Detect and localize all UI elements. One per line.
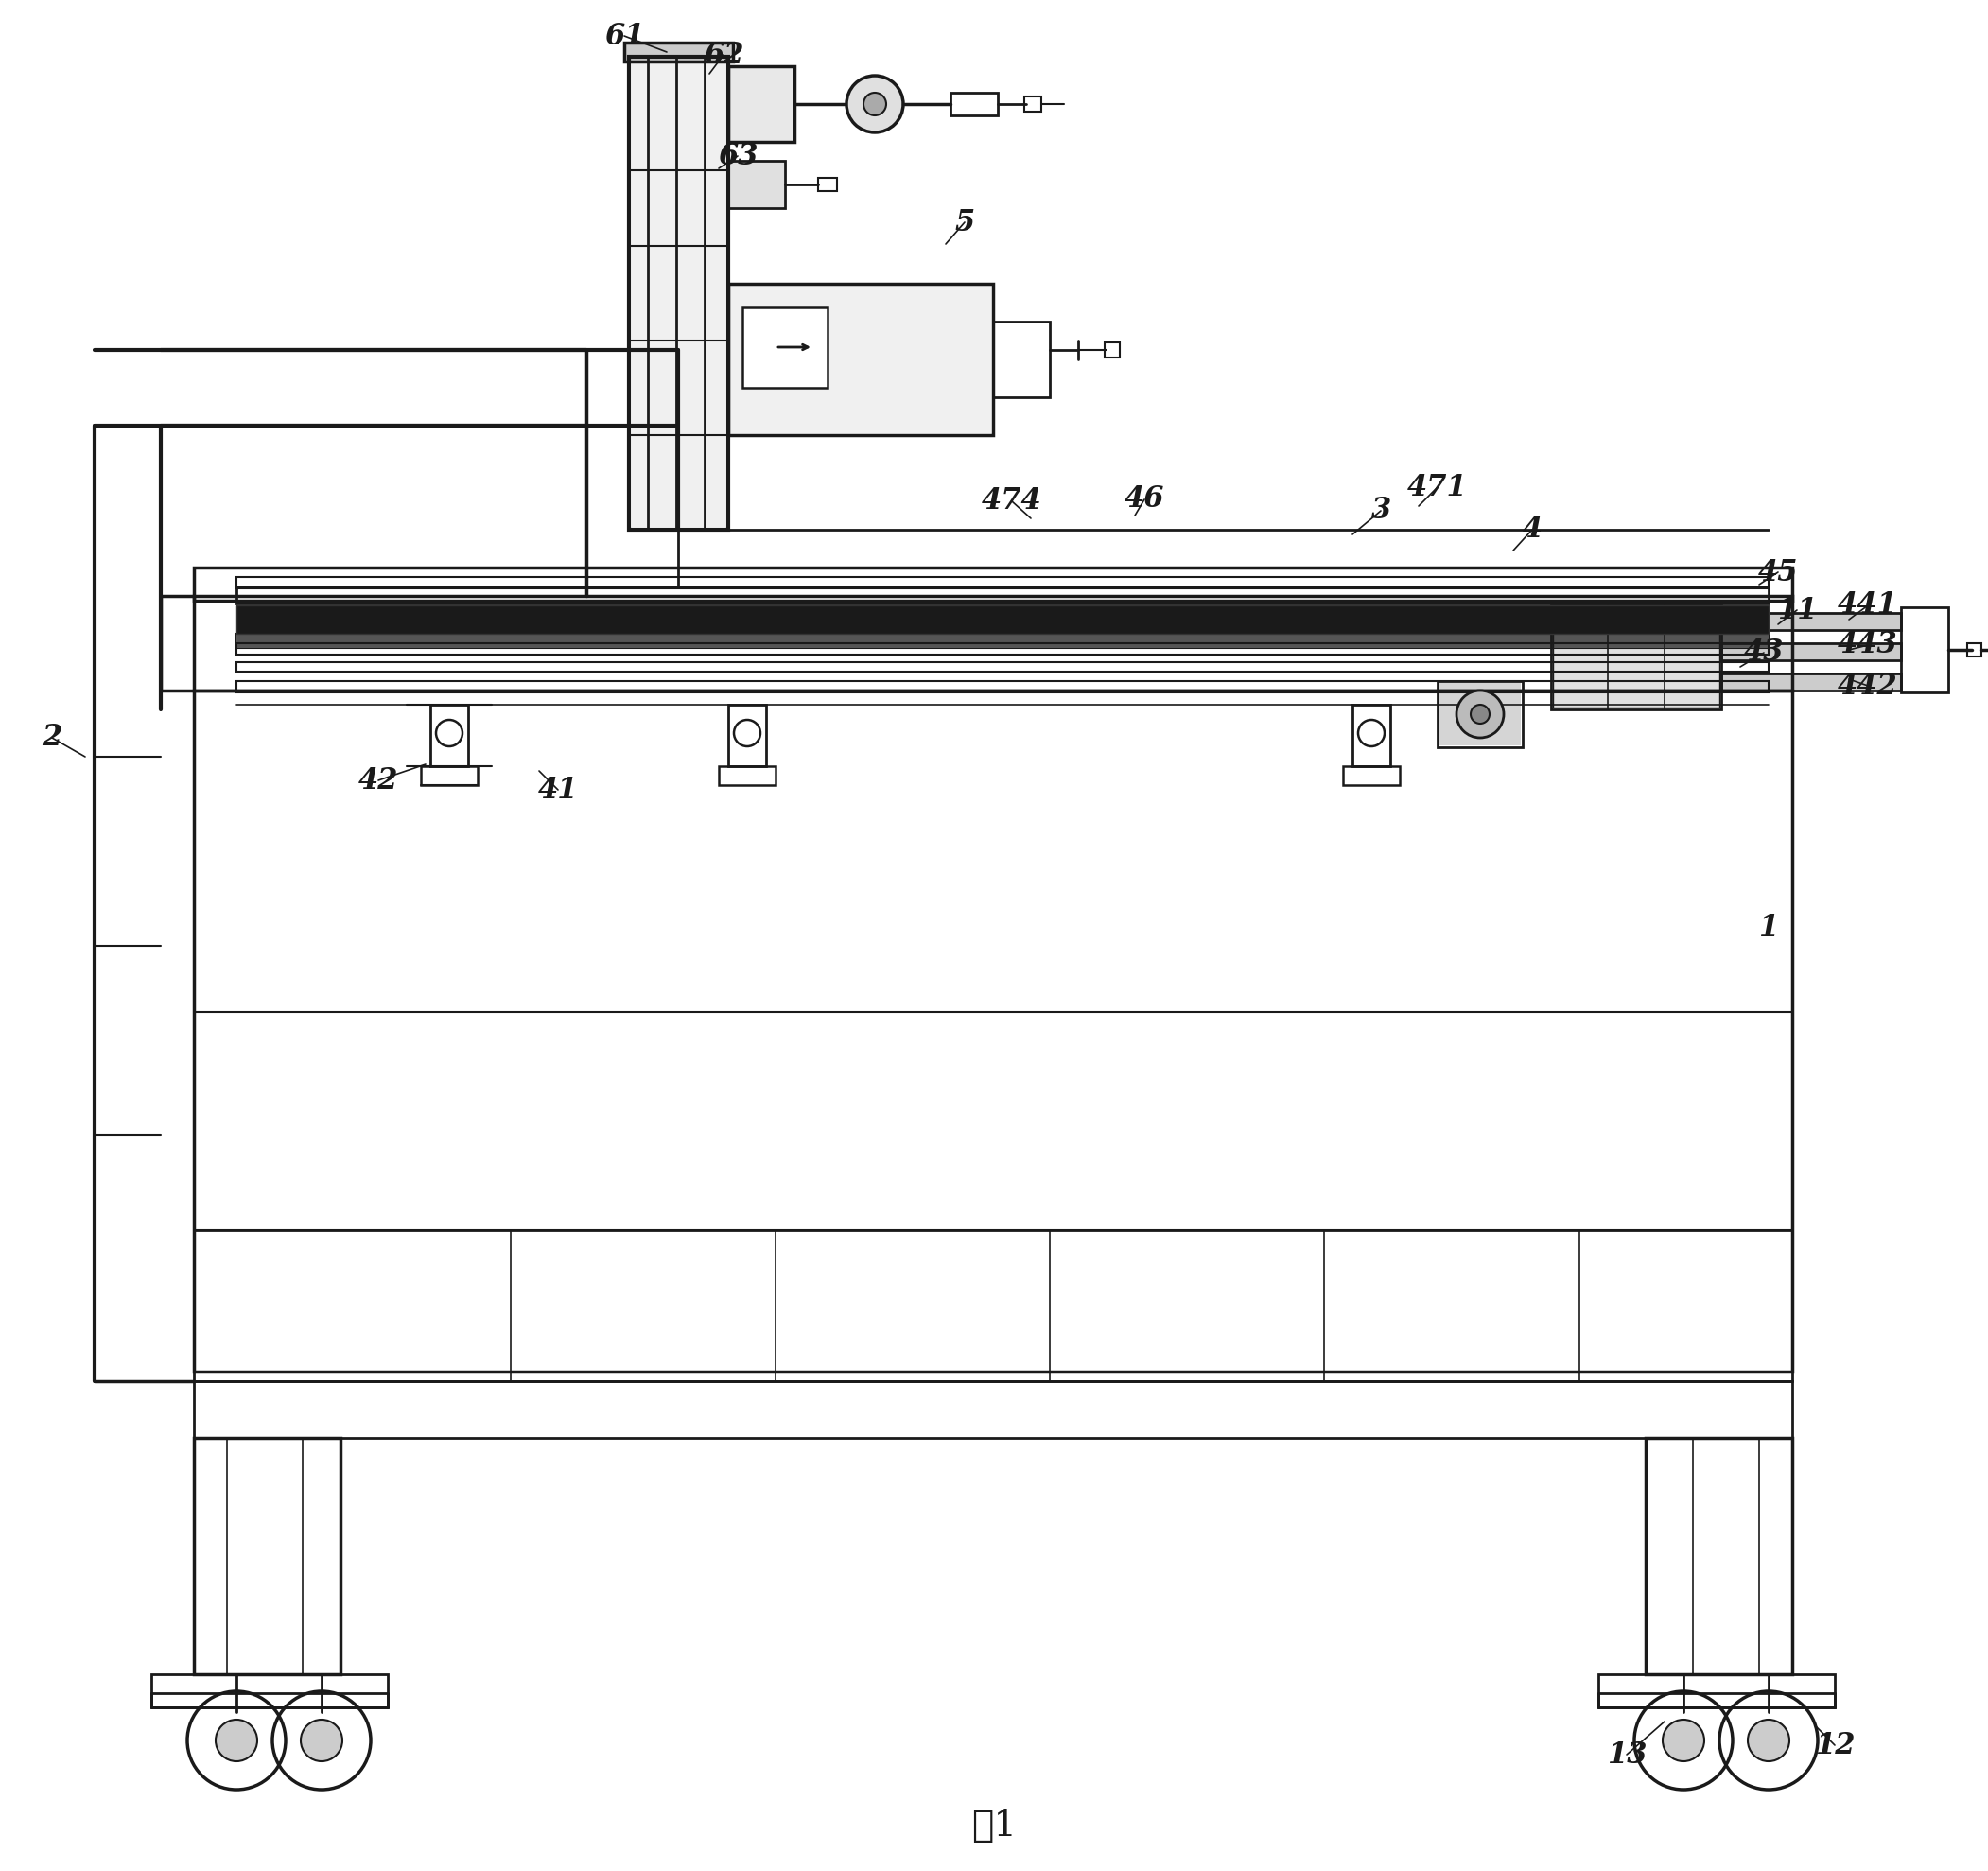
Text: 46: 46: [1125, 485, 1165, 515]
Bar: [819, 178, 837, 191]
Bar: [950, 94, 998, 116]
Bar: [1105, 342, 1119, 357]
Text: 2: 2: [42, 724, 62, 752]
Text: 61: 61: [604, 21, 644, 51]
Bar: [195, 1229, 1793, 1381]
Bar: [237, 606, 1769, 634]
Bar: [728, 65, 795, 142]
Bar: [624, 43, 734, 62]
Text: 43: 43: [1743, 638, 1783, 668]
Bar: [237, 644, 1769, 655]
Bar: [1344, 767, 1400, 786]
Bar: [632, 60, 726, 528]
Text: 63: 63: [718, 142, 757, 170]
Bar: [994, 322, 1050, 397]
Bar: [728, 284, 994, 436]
Bar: [195, 597, 1793, 690]
Bar: [742, 307, 827, 387]
Bar: [1722, 614, 1901, 629]
Bar: [195, 690, 1793, 1371]
Bar: [237, 606, 1769, 634]
Text: 12: 12: [1815, 1731, 1855, 1761]
Bar: [1024, 97, 1042, 112]
Bar: [1722, 674, 1901, 690]
Bar: [1901, 608, 1948, 692]
Bar: [237, 576, 1769, 587]
Bar: [421, 767, 477, 786]
Circle shape: [1471, 705, 1489, 724]
Text: 42: 42: [358, 765, 398, 795]
Bar: [195, 1381, 1793, 1437]
Bar: [720, 767, 775, 786]
Bar: [1722, 674, 1901, 690]
Bar: [730, 67, 793, 140]
Text: 4: 4: [1523, 515, 1543, 544]
Bar: [1968, 644, 1982, 657]
Circle shape: [1747, 1719, 1789, 1761]
Circle shape: [863, 94, 887, 116]
Bar: [1646, 1437, 1793, 1675]
Bar: [237, 634, 1769, 647]
Circle shape: [847, 75, 903, 133]
Bar: [237, 634, 1769, 647]
Bar: [1722, 614, 1901, 631]
Text: 441: 441: [1837, 591, 1899, 619]
Circle shape: [1457, 690, 1503, 737]
Text: 471: 471: [1408, 473, 1467, 501]
Bar: [195, 1437, 340, 1675]
Circle shape: [300, 1719, 342, 1761]
Bar: [744, 309, 827, 387]
Circle shape: [1662, 1719, 1704, 1761]
Bar: [1553, 608, 1720, 707]
Bar: [1722, 644, 1901, 660]
Bar: [628, 56, 728, 529]
Bar: [429, 705, 467, 767]
Bar: [728, 161, 785, 208]
Bar: [237, 681, 1769, 692]
Text: 13: 13: [1606, 1740, 1646, 1770]
Bar: [1439, 683, 1521, 745]
Text: 3: 3: [1372, 496, 1392, 526]
Bar: [1722, 644, 1901, 659]
Bar: [728, 705, 765, 767]
Bar: [237, 586, 1769, 604]
Bar: [1598, 1675, 1835, 1708]
Text: 474: 474: [982, 486, 1042, 516]
Bar: [1437, 681, 1523, 747]
Bar: [730, 286, 992, 434]
Bar: [1352, 705, 1390, 767]
Bar: [195, 567, 1793, 601]
Text: 1: 1: [1759, 913, 1779, 941]
Bar: [237, 662, 1769, 672]
Bar: [151, 1675, 388, 1708]
Text: 443: 443: [1837, 631, 1899, 660]
Text: 11: 11: [1777, 595, 1817, 625]
Text: 45: 45: [1757, 558, 1797, 587]
Bar: [730, 161, 783, 208]
Text: 41: 41: [539, 775, 579, 805]
Circle shape: [215, 1719, 256, 1761]
Text: 442: 442: [1837, 672, 1899, 700]
Text: 5: 5: [954, 208, 974, 238]
Bar: [624, 43, 732, 60]
Text: 图1: 图1: [972, 1807, 1016, 1843]
Text: 62: 62: [704, 39, 744, 69]
Bar: [1551, 606, 1722, 709]
Bar: [1553, 608, 1720, 707]
